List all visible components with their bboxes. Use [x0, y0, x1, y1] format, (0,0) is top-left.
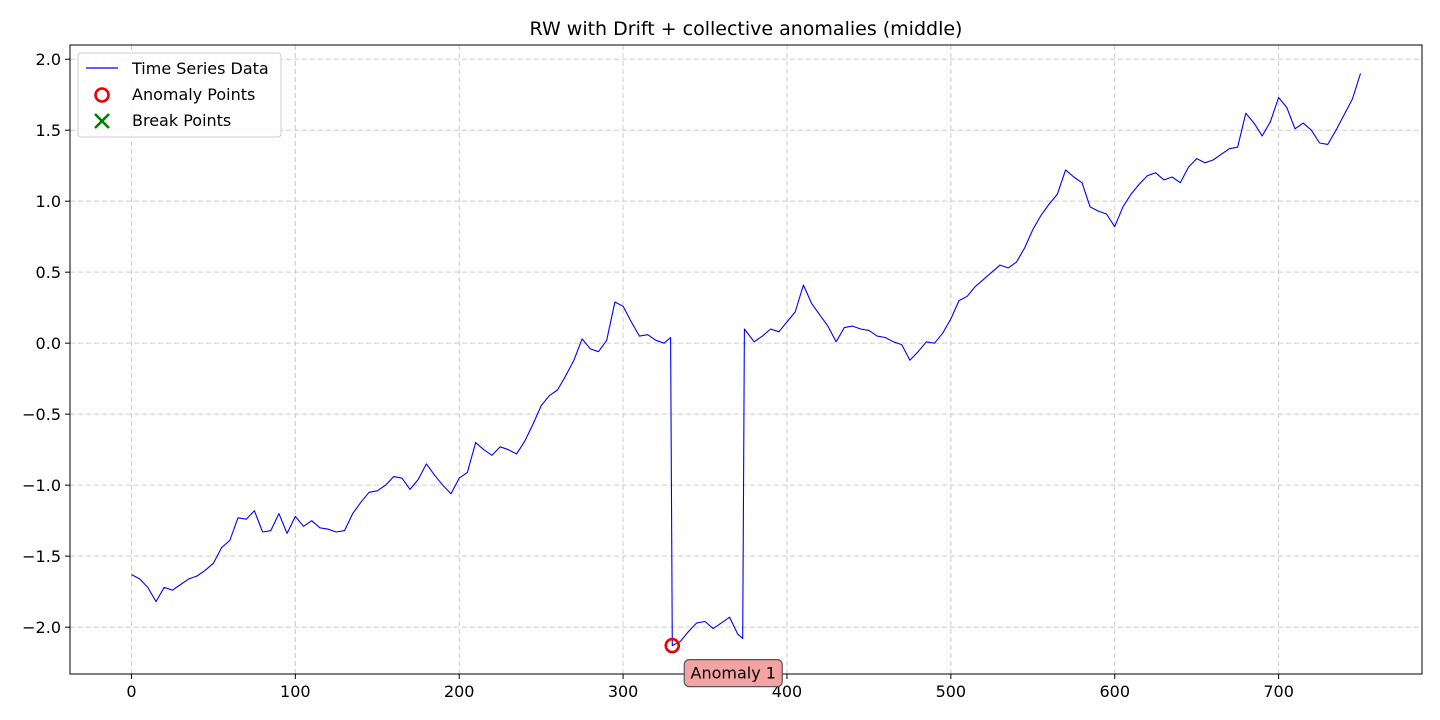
y-tick-label: −0.5 — [22, 405, 61, 424]
annotations: Anomaly 1 — [683, 659, 783, 688]
y-tick-label: −1.0 — [22, 476, 61, 495]
legend-label-break: Break Points — [132, 111, 231, 130]
x-tick-label: 0 — [126, 682, 136, 701]
y-tick-label: 2.0 — [36, 50, 61, 69]
annotation-box — [683, 659, 783, 688]
legend-label-series: Time Series Data — [131, 59, 269, 78]
grid — [70, 45, 1422, 674]
legend: Time Series Data Anomaly Points Break Po… — [77, 52, 282, 138]
series-layer — [131, 73, 1362, 647]
anomaly-markers — [664, 637, 681, 654]
y-tick-label: 0.0 — [36, 334, 61, 353]
annotation: Anomaly 1 — [683, 659, 783, 688]
x-tick-label: 300 — [608, 682, 639, 701]
legend-label-anomaly: Anomaly Points — [132, 85, 255, 104]
chart-title: RW with Drift + collective anomalies (mi… — [530, 18, 963, 40]
x-tick-label: 200 — [444, 682, 475, 701]
y-tick-label: −2.0 — [22, 618, 61, 637]
y-tick-label: 0.5 — [36, 263, 61, 282]
legend-break-marker — [94, 113, 110, 129]
series-line — [131, 73, 1362, 647]
x-tick-label: 700 — [1263, 682, 1294, 701]
annotation-label: Anomaly 1 — [691, 664, 776, 683]
anomaly-point — [664, 637, 681, 654]
x-tick-label: 500 — [936, 682, 967, 701]
y-tick-label: −1.5 — [22, 547, 61, 566]
legend-box — [77, 52, 282, 138]
x-tick-label: 600 — [1099, 682, 1130, 701]
y-tick-label: 1.0 — [36, 192, 61, 211]
x-tick-label: 100 — [280, 682, 311, 701]
y-axis: −2.0 −1.5 −1.0 −0.5 0.0 0.5 1.0 1.5 2.0 — [22, 50, 70, 637]
legend-anomaly-marker — [94, 87, 110, 103]
x-axis: 0 100 200 300 400 500 600 700 — [126, 674, 1294, 701]
y-tick-label: 1.5 — [36, 121, 61, 140]
